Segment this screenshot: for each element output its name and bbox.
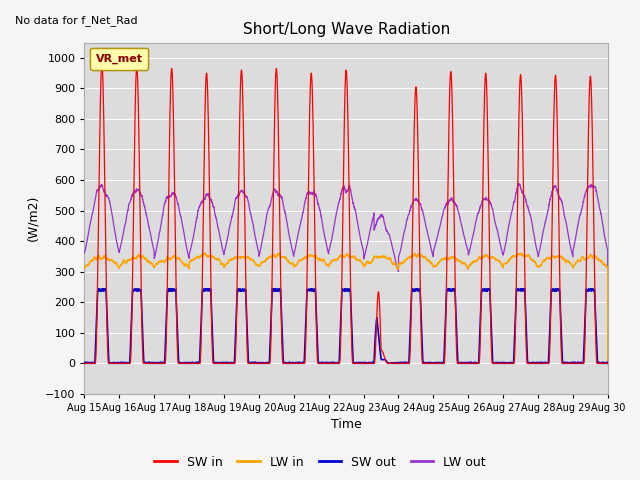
- Legend: VR_met: VR_met: [90, 48, 148, 70]
- Title: Short/Long Wave Radiation: Short/Long Wave Radiation: [243, 22, 450, 37]
- Text: No data for f_Net_Rad: No data for f_Net_Rad: [15, 15, 138, 26]
- Y-axis label: (W/m2): (W/m2): [26, 195, 40, 241]
- X-axis label: Time: Time: [331, 419, 362, 432]
- Legend: SW in, LW in, SW out, LW out: SW in, LW in, SW out, LW out: [149, 451, 491, 474]
